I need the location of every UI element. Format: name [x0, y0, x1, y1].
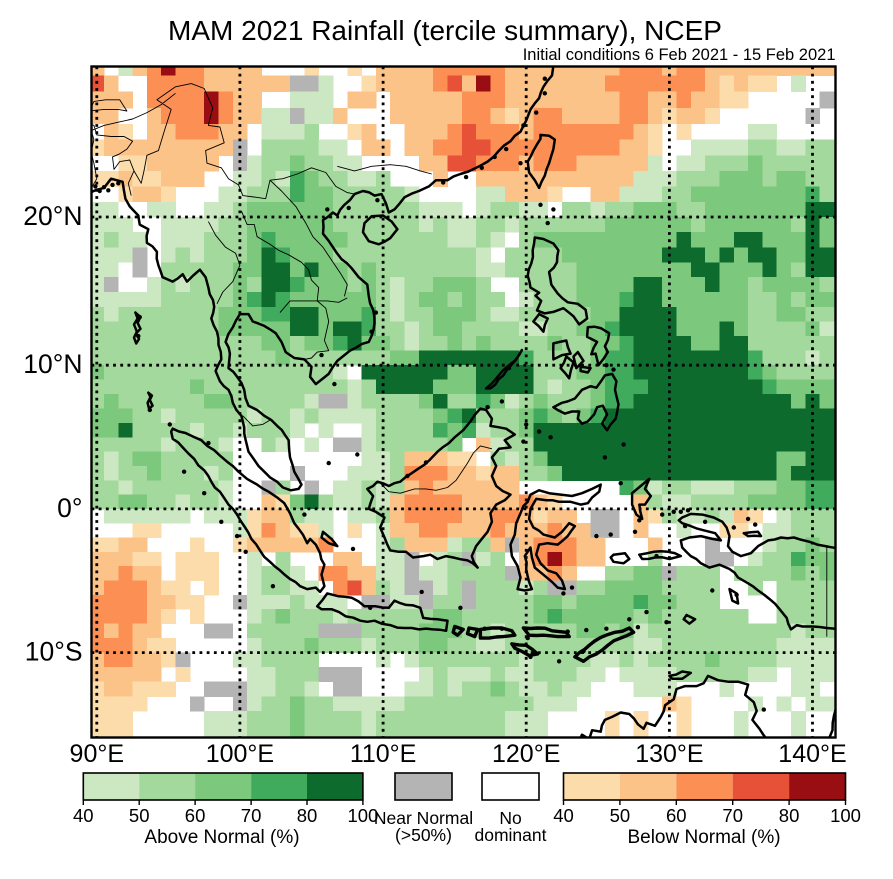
svg-text:60: 60	[185, 805, 206, 826]
svg-text:120°E: 120°E	[492, 740, 560, 768]
svg-text:40: 40	[73, 805, 94, 826]
svg-text:Below Normal (%): Below Normal (%)	[627, 827, 780, 848]
svg-text:80: 80	[297, 805, 318, 826]
svg-text:MAM 2021 Rainfall (tercile sum: MAM 2021 Rainfall (tercile summary), NCE…	[168, 15, 722, 46]
svg-text:130°E: 130°E	[635, 740, 703, 768]
svg-text:60: 60	[666, 805, 687, 826]
svg-text:(>50%): (>50%)	[395, 825, 452, 845]
svg-text:Near Normal: Near Normal	[374, 808, 473, 828]
svg-text:90°E: 90°E	[70, 740, 124, 768]
svg-text:Initial conditions 6 Feb 2021: Initial conditions 6 Feb 2021 - 15 Feb 2…	[523, 46, 836, 64]
svg-text:70: 70	[722, 805, 743, 826]
svg-text:100: 100	[830, 805, 861, 826]
svg-text:10°S: 10°S	[25, 637, 83, 667]
svg-text:50: 50	[129, 805, 150, 826]
svg-text:100: 100	[347, 805, 378, 826]
svg-text:80: 80	[779, 805, 800, 826]
svg-text:70: 70	[241, 805, 262, 826]
svg-text:100°E: 100°E	[206, 740, 274, 768]
svg-text:20°N: 20°N	[23, 201, 82, 231]
svg-text:40: 40	[553, 805, 574, 826]
svg-text:110°E: 110°E	[350, 740, 417, 768]
svg-text:Above Normal (%): Above Normal (%)	[144, 827, 299, 848]
svg-text:50: 50	[610, 805, 631, 826]
svg-text:No: No	[499, 808, 521, 828]
svg-text:dominant: dominant	[475, 825, 547, 845]
svg-text:140°E: 140°E	[778, 740, 846, 768]
svg-text:10°N: 10°N	[23, 349, 82, 379]
svg-text:0°: 0°	[57, 493, 82, 523]
